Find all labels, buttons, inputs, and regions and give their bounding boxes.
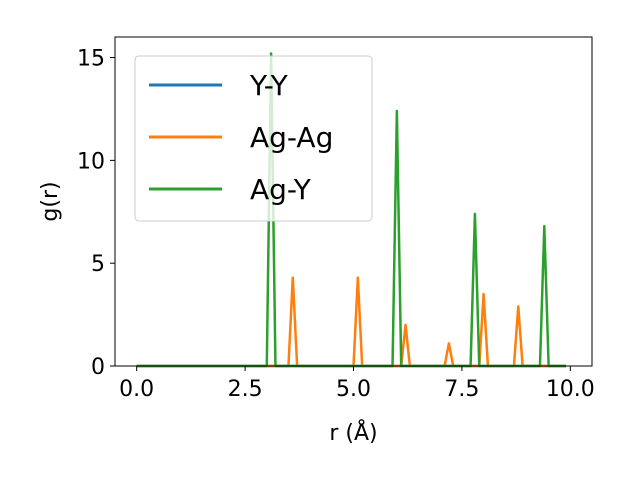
- y-tick-label: 15: [77, 47, 105, 72]
- x-tick-label: 2.5: [228, 377, 263, 402]
- x-tick-label: 10.0: [546, 377, 595, 402]
- legend-label: Ag-Ag: [250, 121, 333, 154]
- legend-label: Y-Y: [249, 69, 289, 102]
- y-axis-ticks: 0 5 10 15: [77, 47, 115, 380]
- x-axis-ticks: 0.0 2.5 5.0 7.5 10.0: [119, 366, 595, 402]
- y-axis-label: g(r): [38, 181, 63, 221]
- legend-box: [134, 55, 373, 222]
- legend: Y-Y Ag-Ag Ag-Y: [134, 55, 373, 222]
- x-tick-label: 5.0: [336, 377, 371, 402]
- x-axis-label: r (Å): [329, 419, 377, 446]
- legend-label: Ag-Y: [250, 173, 312, 206]
- x-tick-label: 0.0: [119, 377, 154, 402]
- y-tick-label: 5: [91, 252, 105, 277]
- series-line-ag-ag: [136, 276, 566, 368]
- y-tick-label: 10: [77, 149, 105, 174]
- y-tick-label: 0: [91, 355, 105, 380]
- x-tick-label: 7.5: [444, 377, 479, 402]
